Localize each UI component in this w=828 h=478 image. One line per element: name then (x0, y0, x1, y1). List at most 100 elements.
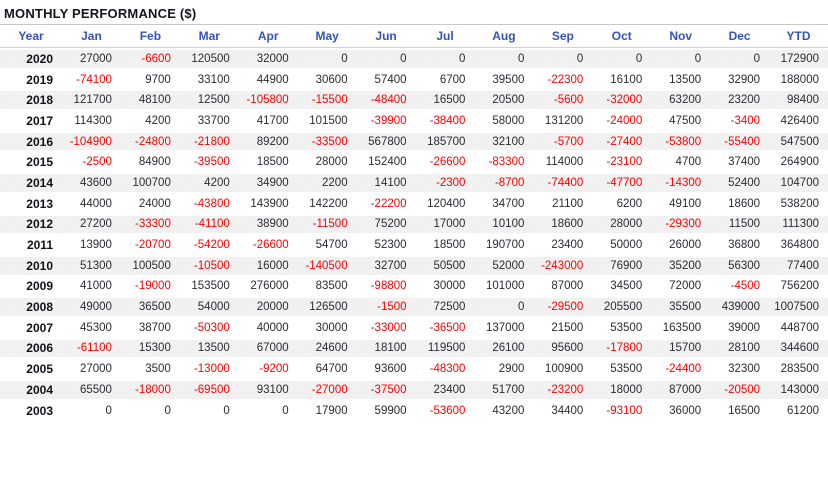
value-cell: 4200 (179, 172, 239, 193)
value-cell: -4500 (710, 275, 770, 297)
value-cell: 0 (62, 399, 121, 421)
value-cell: 13900 (62, 234, 121, 255)
value-cell: 40000 (238, 316, 298, 338)
value-cell: -55400 (710, 130, 770, 152)
value-cell: 119500 (415, 337, 475, 359)
value-cell: 26100 (474, 337, 534, 359)
value-cell: -2300 (415, 172, 475, 193)
value-cell: 0 (710, 48, 770, 69)
table-row: 2010 51300 100500 -10500 16000 -140500 32700 50… (0, 254, 828, 276)
value-cell: 172900 (769, 48, 828, 69)
value-cell: 37400 (710, 151, 770, 173)
value-cell: 111300 (769, 213, 828, 235)
value-cell: -43800 (179, 192, 239, 214)
value-cell: 56300 (710, 254, 770, 276)
value-cell: -98800 (356, 275, 416, 297)
value-cell: 41000 (62, 275, 121, 297)
value-cell: 38700 (120, 316, 180, 338)
value-cell: 18100 (356, 337, 416, 359)
value-cell: 16000 (238, 254, 298, 276)
value-cell: 6700 (415, 68, 475, 90)
value-cell: 20500 (474, 89, 534, 111)
year-cell: 2020 (0, 48, 62, 69)
value-cell: 120400 (415, 192, 475, 214)
value-cell: -27000 (297, 379, 357, 400)
value-cell: -14300 (651, 172, 711, 193)
value-cell: 121700 (62, 89, 121, 111)
year-cell: 2016 (0, 130, 62, 152)
table-row: 2003 0 0 0 0 17900 59900 -53600 43200 34400 -93100… (0, 399, 828, 421)
value-cell: 59900 (356, 399, 416, 421)
value-cell: 58000 (474, 110, 534, 131)
column-header-mar: Mar (179, 25, 239, 48)
value-cell: 34900 (238, 172, 298, 193)
value-cell: -53600 (415, 399, 475, 421)
value-cell: 0 (474, 296, 534, 317)
value-cell: 83500 (297, 275, 357, 297)
table-header: Year Jan Feb Mar Apr May Jun Jul Aug Sep Oct Nov Dec… (0, 25, 828, 48)
value-cell: -29500 (533, 296, 593, 317)
value-cell: 104700 (769, 172, 828, 193)
value-cell: 13500 (179, 337, 239, 359)
value-cell: -39500 (179, 151, 239, 173)
value-cell: 23400 (415, 379, 475, 400)
value-cell: 9700 (120, 68, 180, 90)
value-cell: 0 (415, 48, 475, 69)
value-cell: 65500 (62, 379, 121, 400)
value-cell: 1007500 (769, 296, 828, 317)
value-cell: 15700 (651, 337, 711, 359)
value-cell: 33700 (179, 110, 239, 131)
year-cell: 2008 (0, 296, 62, 317)
value-cell: 32100 (474, 130, 534, 152)
value-cell: -5600 (533, 89, 593, 111)
value-cell: 567800 (356, 130, 416, 152)
year-cell: 2019 (0, 68, 62, 90)
table-row: 2015 -2500 84900 -39500 18500 28000 152400 -266… (0, 151, 828, 173)
value-cell: 0 (651, 48, 711, 69)
value-cell: 0 (474, 48, 534, 69)
year-cell: 2017 (0, 110, 62, 131)
value-cell: 190700 (474, 234, 534, 255)
value-cell: 15300 (120, 337, 180, 359)
column-header-may: May (297, 25, 357, 48)
value-cell: 36000 (651, 399, 711, 421)
value-cell: 101000 (474, 275, 534, 297)
table-body: 2020 27000 -6600 120500 32000 0 0 0 0 0 0 0 0 172900 2… (0, 48, 828, 421)
value-cell: 39000 (710, 316, 770, 338)
value-cell: 50500 (415, 254, 475, 276)
value-cell: 100900 (533, 358, 593, 379)
value-cell: 0 (238, 399, 298, 421)
value-cell: 28000 (297, 151, 357, 173)
value-cell: 205500 (592, 296, 652, 317)
value-cell: 52400 (710, 172, 770, 193)
value-cell: -32000 (592, 89, 652, 111)
year-cell: 2009 (0, 275, 62, 297)
value-cell: 0 (533, 48, 593, 69)
value-cell: 36500 (120, 296, 180, 317)
table-row: 2020 27000 -6600 120500 32000 0 0 0 0 0 0 0 0 172900 (0, 48, 828, 69)
value-cell: -13000 (179, 358, 239, 379)
value-cell: 27000 (62, 358, 121, 379)
value-cell: -22200 (356, 192, 416, 214)
value-cell: 756200 (769, 275, 828, 297)
value-cell: 50000 (592, 234, 652, 255)
value-cell: 48100 (120, 89, 180, 111)
value-cell: -20700 (120, 234, 180, 255)
value-cell: -140500 (297, 254, 357, 276)
value-cell: 439000 (710, 296, 770, 317)
value-cell: 23400 (533, 234, 593, 255)
header-row: Year Jan Feb Mar Apr May Jun Jul Aug Sep Oct Nov Dec… (0, 25, 828, 48)
value-cell: 6200 (592, 192, 652, 214)
value-cell: 547500 (769, 130, 828, 152)
value-cell: 18500 (238, 151, 298, 173)
value-cell: -8700 (474, 172, 534, 193)
value-cell: -24000 (592, 110, 652, 131)
value-cell: 18600 (533, 213, 593, 235)
column-header-apr: Apr (238, 25, 298, 48)
column-header-jun: Jun (356, 25, 416, 48)
value-cell: 34500 (592, 275, 652, 297)
value-cell: -15500 (297, 89, 357, 111)
value-cell: -33500 (297, 130, 357, 152)
value-cell: 14100 (356, 172, 416, 193)
value-cell: 0 (179, 399, 239, 421)
